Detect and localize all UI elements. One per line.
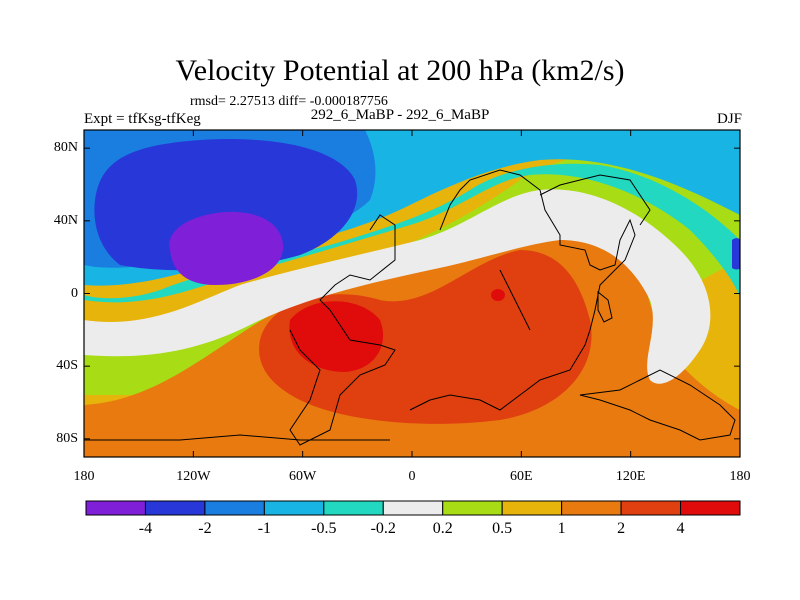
colorbar-label: -0.5: [311, 520, 337, 537]
colorbar-swatch: [680, 500, 741, 516]
stats-label: rmsd= 2.27513 diff= -0.000187756: [190, 94, 388, 109]
y-tick-label: 80S: [56, 430, 78, 446]
colorbar-swatch: [382, 500, 444, 516]
x-tick-label: 60E: [510, 469, 533, 484]
colorbar-label: 0.2: [432, 520, 453, 537]
coastline-africa-europe: [409, 169, 636, 411]
band-above-4-spot: [491, 289, 505, 301]
coastlines: [84, 169, 736, 446]
band-neg-2: [94, 139, 358, 271]
colorbar-label: -4: [138, 520, 153, 537]
band-near-zero: [84, 189, 711, 384]
colorbar-swatch: [501, 500, 563, 516]
band-above-4: [289, 301, 384, 372]
y-tick-label: 80N: [53, 140, 78, 156]
coastline-antarctica: [84, 434, 390, 441]
colorbar-label: -2: [198, 520, 212, 537]
band-2-4: [259, 250, 592, 424]
band-east-edge: [732, 238, 740, 270]
x-tick-label: 0: [408, 469, 416, 484]
colorbar-label: -0.2: [370, 520, 396, 537]
colorbar-label: 4: [676, 520, 685, 537]
coastline-maritime-continent: [597, 290, 613, 323]
colorbar-swatch: [561, 500, 622, 516]
coastline-india: [499, 269, 531, 331]
colorbar-swatch: [442, 500, 503, 516]
band-below-neg-4: [169, 211, 284, 285]
x-tick-label: 180: [73, 469, 95, 484]
axis-ticks: [83, 130, 741, 457]
center-label: 292_6_MaBP - 292_6_MaBP: [310, 107, 490, 123]
colorbar: [85, 500, 741, 516]
contour-field: [84, 130, 740, 457]
colorbar-label: 0.5: [492, 520, 513, 537]
y-tick-label: 40S: [56, 358, 78, 374]
colorbar-label: 2: [617, 520, 626, 537]
colorbar-swatch: [323, 500, 384, 516]
coastline-americas: [289, 214, 396, 446]
chart-title: Velocity Potential at 200 hPa (km2/s): [175, 54, 625, 87]
colorbar-swatch: [263, 500, 325, 516]
x-tick-label: 60W: [289, 469, 317, 484]
x-tick-label: 180: [729, 469, 751, 484]
colorbar-swatch: [620, 500, 682, 516]
x-tick-label: 120W: [176, 469, 211, 484]
experiment-label: Expt = tfKsg-tfKeg: [84, 111, 201, 127]
y-tick-label: 0: [71, 285, 78, 301]
season-label: DJF: [716, 111, 742, 127]
y-tick-label: 40N: [53, 212, 78, 228]
colorbar-label: 1: [557, 520, 566, 537]
colorbar-swatch: [85, 500, 146, 516]
colorbar-swatch: [144, 500, 206, 516]
coastline-asia: [539, 174, 651, 226]
coastline-australia: [579, 369, 736, 441]
x-tick-label: 120E: [615, 469, 646, 484]
colorbar-swatch: [204, 500, 265, 516]
band-ring-120e: [613, 288, 633, 300]
colorbar-label: -1: [257, 520, 272, 537]
